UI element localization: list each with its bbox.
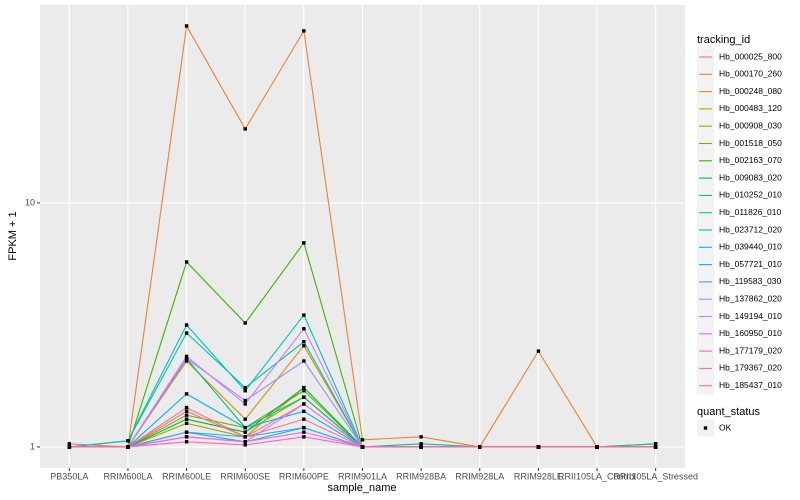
shape-legend-swatch: [703, 426, 708, 430]
legend-label: Hb_000483_120: [719, 103, 782, 113]
data-point: [419, 435, 423, 439]
legend-label: Hb_057721_010: [719, 259, 782, 269]
data-point: [126, 439, 130, 443]
data-point: [67, 445, 72, 449]
legend-label: Hb_000025_800: [719, 51, 782, 61]
data-point: [243, 435, 247, 439]
data-point: [184, 409, 189, 414]
x-tick-label: RRIM600SE: [220, 471, 270, 481]
data-point: [419, 445, 423, 449]
x-tick-label: PB350LA: [50, 471, 88, 481]
legend-label: Hb_009083_020: [719, 172, 782, 182]
data-point: [184, 435, 189, 439]
data-point: [478, 445, 482, 449]
data-point: [243, 402, 247, 406]
legend-title: tracking_id: [697, 34, 750, 46]
legend-label: Hb_185437_010: [719, 380, 782, 390]
data-point: [243, 321, 247, 325]
data-point: [302, 417, 306, 421]
legend-label: Hb_010252_010: [719, 190, 782, 200]
legend-label: Hb_160950_010: [719, 328, 782, 338]
data-point: [184, 413, 189, 417]
data-point: [184, 421, 189, 426]
data-point: [126, 445, 130, 449]
legend-label: Hb_000170_260: [719, 69, 782, 79]
x-tick-label: RRIM901LA: [338, 471, 387, 481]
legend-label: Hb_011826_010: [719, 207, 782, 217]
legend-label: Hb_137862_020: [719, 293, 782, 303]
data-point: [302, 29, 306, 33]
x-tick-label: RRIM600PE: [279, 471, 329, 481]
x-axis-label: sample_name: [327, 482, 396, 494]
data-point: [302, 241, 306, 245]
data-point: [243, 443, 247, 447]
data-point: [536, 445, 541, 449]
y-tick-label: 10: [25, 197, 35, 207]
data-point: [536, 349, 541, 353]
x-tick-label: RRII105LA_Stressed: [613, 471, 698, 481]
legend-label: Hb_000248_080: [719, 86, 782, 96]
data-point: [184, 24, 189, 28]
data-point: [595, 445, 599, 449]
legend-label: Hb_001518_050: [719, 138, 782, 148]
data-point: [184, 440, 189, 444]
data-point: [243, 389, 247, 393]
data-point: [184, 359, 189, 363]
shape-legend-label: OK: [719, 422, 732, 432]
legend-label: Hb_119583_030: [719, 276, 782, 286]
legend-label: Hb_149194_010: [719, 311, 782, 321]
shape-legend-title: quant_status: [697, 406, 760, 418]
data-point: [302, 402, 306, 406]
data-point: [243, 417, 247, 421]
data-point: [302, 327, 306, 331]
data-point: [302, 425, 306, 430]
data-point: [184, 405, 189, 410]
y-axis-label: FPKM + 1: [7, 211, 19, 260]
data-point: [302, 435, 306, 439]
data-point: [653, 445, 658, 449]
legend-label: Hb_000908_030: [719, 120, 782, 130]
data-point: [302, 389, 306, 393]
data-point: [243, 127, 247, 131]
data-point: [184, 331, 189, 335]
x-tick-label: RRIM928BA: [396, 471, 446, 481]
data-point: [184, 417, 189, 421]
legend-label: Hb_177179_020: [719, 345, 782, 355]
x-tick-label: RRIM600LA: [103, 471, 152, 481]
legend-label: Hb_002163_070: [719, 155, 782, 165]
data-point: [243, 440, 247, 444]
legend-label: Hb_023712_020: [719, 224, 782, 234]
data-point: [302, 395, 306, 399]
legend-label: Hb_039440_010: [719, 242, 782, 252]
data-point: [243, 430, 247, 434]
data-point: [302, 385, 306, 390]
data-point: [184, 354, 189, 359]
x-tick-label: RRIM928LA: [455, 471, 504, 481]
x-tick-label: RRIM600LE: [162, 471, 211, 481]
x-tick-label: RRIM928LE: [514, 471, 563, 481]
data-point: [302, 313, 306, 317]
y-tick-label: 1: [30, 441, 35, 451]
data-point: [243, 398, 247, 403]
data-point: [419, 442, 423, 446]
data-point: [302, 430, 306, 434]
data-point: [184, 430, 189, 434]
x-tick-label: RRII105LA_Control: [558, 471, 636, 481]
data-point: [360, 445, 365, 449]
data-point: [184, 356, 189, 361]
data-point: [653, 442, 658, 446]
data-point: [302, 409, 306, 414]
data-point: [184, 323, 189, 327]
data-point: [184, 392, 189, 396]
legend-label: Hb_179367_020: [719, 363, 782, 373]
data-point: [360, 438, 365, 442]
data-point: [243, 385, 247, 390]
data-point: [302, 359, 306, 363]
data-point: [302, 343, 306, 348]
data-point: [243, 425, 247, 430]
data-point: [67, 442, 72, 446]
data-point: [184, 260, 189, 264]
data-point: [302, 339, 306, 344]
